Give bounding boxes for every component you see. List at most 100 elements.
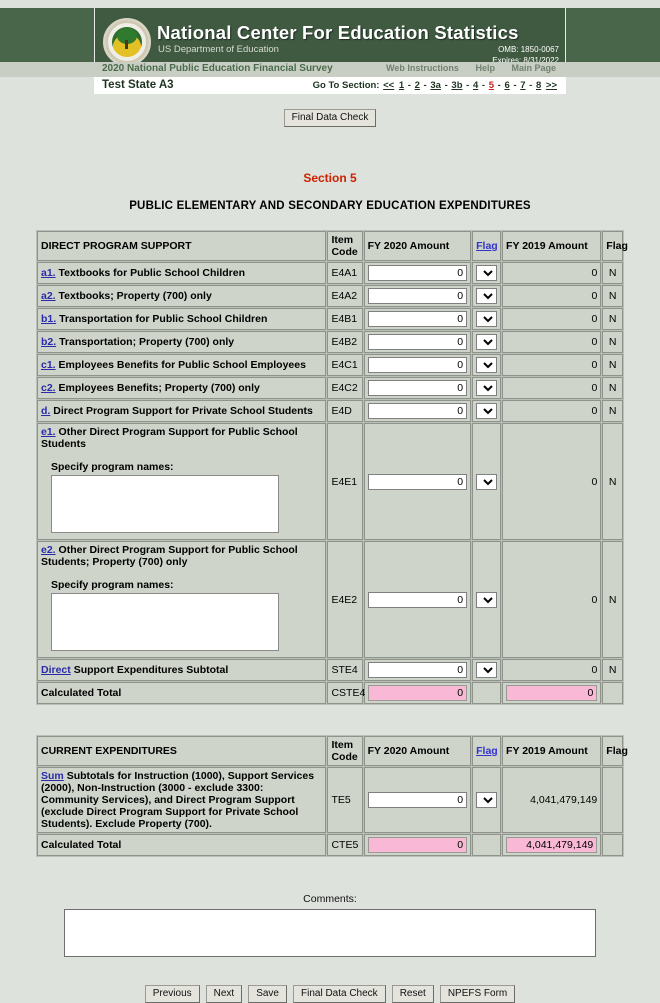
direct-program-support-row-key-link[interactable]: a1. xyxy=(41,267,56,279)
direct-program-support-row-key-link[interactable]: e1. xyxy=(41,426,56,438)
current-expenditures-row-amount-current-input[interactable] xyxy=(367,792,468,808)
direct-program-support-col-description: DIRECT PROGRAM SUPPORT xyxy=(37,231,327,261)
section-link-6[interactable]: 6 xyxy=(504,80,510,91)
final-data-check-button-top[interactable]: Final Data Check xyxy=(283,109,377,127)
footer-button-previous[interactable]: Previous xyxy=(144,985,200,1003)
section-separator: - xyxy=(441,80,451,91)
direct-program-support-row-label: Direct Program Support for Private Schoo… xyxy=(53,405,313,417)
direct-program-support-row-key-link[interactable]: c2. xyxy=(41,382,56,394)
section-separator: - xyxy=(479,80,488,91)
footer-button-bar: Previous Next Save Final Data Check Reset NPE… xyxy=(0,985,660,1003)
direct-program-support-row-amount-current-input[interactable] xyxy=(367,473,468,490)
direct-program-support-row-amount-current-input[interactable] xyxy=(367,591,468,608)
direct-program-support-row-flag-select[interactable] xyxy=(476,473,498,490)
direct-program-support-row-flag-select[interactable] xyxy=(476,662,498,678)
current-expenditures-row: Sum Subtotals for Instruction (1000), Su… xyxy=(37,767,623,833)
direct-program-support-row-key-link[interactable]: b2. xyxy=(41,336,57,348)
current-expenditures-table: CURRENT EXPENDITURES Item Code FY 2020 Amo… xyxy=(36,735,628,857)
section-link-5[interactable]: 5 xyxy=(488,80,494,91)
current-expenditures-row-flag-prior xyxy=(602,834,623,856)
direct-program-support-row-amount-current-input[interactable] xyxy=(367,265,468,281)
direct-program-support-row-key-link[interactable]: Direct xyxy=(41,664,71,676)
nav-link-main-page[interactable]: Main Page xyxy=(511,63,556,73)
direct-program-support-row-key-link[interactable]: c1. xyxy=(41,359,56,371)
direct-program-support-row-flag-current-cell xyxy=(472,354,502,376)
current-expenditures-row-flag-current-cell xyxy=(472,834,502,856)
section-link-8[interactable]: 8 xyxy=(535,80,542,91)
direct-program-support-row-flag-select[interactable] xyxy=(476,357,498,373)
current-expenditures-row-flag-select[interactable] xyxy=(476,792,498,808)
direct-program-support-row-amount-current-input[interactable] xyxy=(367,288,468,304)
direct-program-support-row-label: Transportation; Property (700) only xyxy=(59,336,235,348)
direct-program-support-row-flag-current-cell xyxy=(472,400,502,422)
direct-program-support-row-amount-current-input[interactable] xyxy=(367,357,468,373)
direct-program-support-row-description: c1. Employees Benefits for Public School… xyxy=(37,354,327,376)
direct-program-support-col-flag-current[interactable]: Flag xyxy=(472,231,502,261)
section-link-4[interactable]: 4 xyxy=(472,80,479,91)
omb-number: OMB: 1850-0067 xyxy=(498,45,559,54)
goto-section-label: Go To Section: xyxy=(312,80,380,91)
current-expenditures-row-amount-prior-cell xyxy=(502,834,602,856)
footer-button-final-data-check[interactable]: Final Data Check xyxy=(292,985,386,1003)
header-sub-band: 2020 National Public Education Financial… xyxy=(94,62,566,77)
direct-program-support-row-amount-current-input[interactable] xyxy=(367,334,468,350)
direct-program-support-row-amount-prior-cell: 0 xyxy=(502,285,602,307)
footer-button-next[interactable]: Next xyxy=(205,985,243,1003)
direct-program-support-row-amount-current-cell xyxy=(363,308,472,330)
direct-program-support-row-key-link[interactable]: e2. xyxy=(41,544,56,556)
section-link-7[interactable]: 7 xyxy=(520,80,526,91)
current-expenditures-row-label: Subtotals for Instruction (1000), Suppor… xyxy=(41,770,315,830)
specify-program-names-label: Specify program names: xyxy=(51,579,174,591)
header: National Center For Education Statistics… xyxy=(94,0,566,94)
direct-program-support-row-flag-select[interactable] xyxy=(476,334,498,350)
nav-link-web-instructions[interactable]: Web Instructions xyxy=(386,63,459,73)
comments-textarea[interactable] xyxy=(64,909,596,957)
section-link-prevprev[interactable]: << xyxy=(383,80,395,91)
section-link-2[interactable]: 2 xyxy=(414,80,420,91)
nav-link-help[interactable]: Help xyxy=(475,63,495,73)
direct-program-support-row-key-link[interactable]: a2. xyxy=(41,290,56,302)
section-link-list: << 1 - 2 - 3a - 3b - 4 - 5 - 6 - 7 - 8 >… xyxy=(382,80,558,91)
direct-program-support-table-wrap: DIRECT PROGRAM SUPPORT Item Code FY 2020 A… xyxy=(36,230,628,705)
direct-program-support-row-flag-prior: N xyxy=(602,400,623,422)
direct-program-support-row-label: Support Expenditures Subtotal xyxy=(73,664,229,676)
direct-program-support-row: b1. Transportation for Public School Chi… xyxy=(37,308,623,330)
section-link-3b[interactable]: 3b xyxy=(451,80,463,91)
direct-program-support-row-flag-select[interactable] xyxy=(476,380,498,396)
section-link-nextnext[interactable]: >> xyxy=(545,80,557,91)
direct-program-support-row-label: Employees Benefits for Public School Emp… xyxy=(58,359,306,371)
direct-program-support-row-label: Other Direct Program Support for Public … xyxy=(41,544,298,568)
footer-button-npefs-form[interactable]: NPEFS Form xyxy=(439,985,516,1003)
specify-program-names-textarea[interactable] xyxy=(51,593,279,651)
current-expenditures-row-key-link[interactable]: Sum xyxy=(41,770,64,782)
footer-button-save[interactable]: Save xyxy=(248,985,287,1003)
current-expenditures-row-flag-prior xyxy=(602,767,623,833)
direct-program-support-row-amount-current-input[interactable] xyxy=(367,403,468,419)
direct-program-support-row-amount-current-input[interactable] xyxy=(367,380,468,396)
direct-program-support-row-flag-current-cell xyxy=(472,423,502,540)
direct-program-support-row-flag-select[interactable] xyxy=(476,265,498,281)
direct-program-support-row-description: b1. Transportation for Public School Chi… xyxy=(37,308,327,330)
section-link-1[interactable]: 1 xyxy=(398,80,405,91)
current-expenditures-col-flag-current[interactable]: Flag xyxy=(472,736,502,766)
direct-program-support-row-flag-current-cell xyxy=(472,682,502,704)
direct-program-support-row-key-link[interactable]: d. xyxy=(41,405,51,417)
direct-program-support-row-amount-prior-cell: 0 xyxy=(502,423,602,540)
section-link-3a[interactable]: 3a xyxy=(430,80,441,91)
direct-program-support-row-key-link[interactable]: b1. xyxy=(41,313,57,325)
direct-program-support-row-amount-current-input[interactable] xyxy=(367,311,468,327)
footer-button-reset[interactable]: Reset xyxy=(391,985,434,1003)
direct-program-support-col-flag-current-link[interactable]: Flag xyxy=(476,240,498,252)
current-expenditures-col-flag-current-link[interactable]: Flag xyxy=(476,745,498,757)
direct-program-support-row-amount-current-input[interactable] xyxy=(367,662,468,678)
current-expenditures-row-flag-current-cell xyxy=(472,767,502,833)
direct-program-support-row-flag-select[interactable] xyxy=(476,288,498,304)
direct-program-support-row-flag-select[interactable] xyxy=(476,591,498,608)
direct-program-support-row-label: Employees Benefits; Property (700) only xyxy=(58,382,260,394)
direct-program-support-row-flag-select[interactable] xyxy=(476,403,498,419)
direct-program-support-row-amount-prior-cell xyxy=(502,682,602,704)
specify-program-names-textarea[interactable] xyxy=(51,475,279,533)
direct-program-support-row-amount-prior-cell: 0 xyxy=(502,331,602,353)
direct-program-support-row-flag-select[interactable] xyxy=(476,311,498,327)
